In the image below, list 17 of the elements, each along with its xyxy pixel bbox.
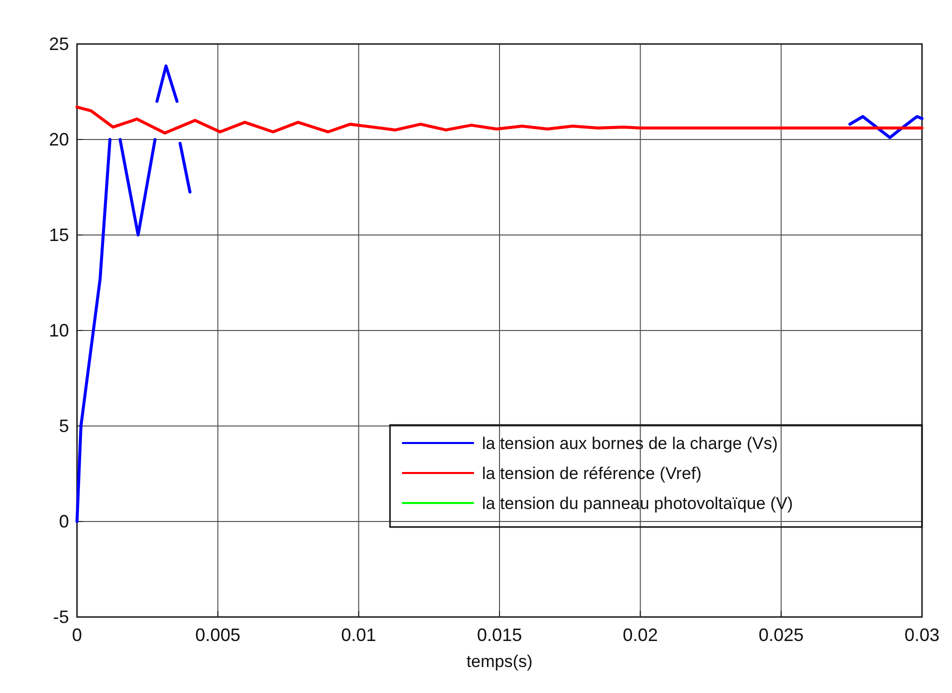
y-tick-label: -5 <box>52 607 69 627</box>
y-tick-label: 10 <box>48 320 69 340</box>
x-tick-label: 0.01 <box>341 625 376 645</box>
line-series <box>76 106 924 135</box>
line-series <box>76 138 112 523</box>
y-tick-label: 5 <box>58 416 69 436</box>
y-tick-label: 25 <box>48 34 69 54</box>
x-tick-label: 0.02 <box>622 625 658 645</box>
y-tick-label: 20 <box>48 130 69 150</box>
y-tick-label: 0 <box>58 512 69 532</box>
x-tick-label: 0.025 <box>758 625 804 645</box>
x-tick-label: 0 <box>72 625 82 645</box>
x-tick-label: 0.03 <box>904 625 940 645</box>
x-tick-label: 0.015 <box>476 625 522 645</box>
x-tick-label: 0.005 <box>195 625 240 645</box>
x-axis-title: temps(s) <box>466 652 533 671</box>
y-tick-label: 15 <box>48 225 69 245</box>
